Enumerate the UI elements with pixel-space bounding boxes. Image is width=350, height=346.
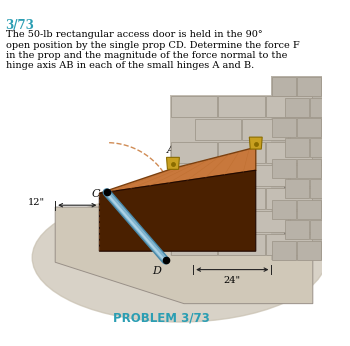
Polygon shape xyxy=(167,157,180,169)
Text: 40": 40" xyxy=(100,233,117,242)
Bar xyxy=(310,98,334,117)
Bar xyxy=(266,234,312,255)
Bar xyxy=(272,241,296,260)
Bar xyxy=(298,200,321,219)
Bar xyxy=(218,142,265,163)
Polygon shape xyxy=(99,170,256,251)
Bar xyxy=(171,142,217,163)
Bar xyxy=(171,95,217,117)
Bar xyxy=(271,76,322,261)
Bar xyxy=(171,188,217,209)
Text: 3/73: 3/73 xyxy=(6,19,34,33)
Polygon shape xyxy=(55,207,313,304)
Text: in the prop and the magnitude of the force normal to the: in the prop and the magnitude of the for… xyxy=(6,51,287,60)
Bar xyxy=(290,210,336,232)
Bar xyxy=(285,138,309,157)
Bar xyxy=(290,165,336,186)
Polygon shape xyxy=(99,147,256,193)
Bar xyxy=(266,142,312,163)
Bar xyxy=(272,200,296,219)
Bar xyxy=(218,234,265,255)
Text: open position by the single prop CD. Determine the force F: open position by the single prop CD. Det… xyxy=(6,40,299,49)
Bar xyxy=(310,220,334,239)
Text: B: B xyxy=(261,128,269,138)
Bar xyxy=(290,119,336,140)
Text: 48": 48" xyxy=(294,195,312,204)
Bar xyxy=(266,95,312,117)
Bar xyxy=(272,118,296,137)
Bar xyxy=(285,220,309,239)
Bar xyxy=(298,159,321,178)
Bar xyxy=(285,98,309,117)
Text: PROBLEM 3/73: PROBLEM 3/73 xyxy=(113,312,209,325)
Text: The 50-lb rectangular access door is held in the 90°: The 50-lb rectangular access door is hel… xyxy=(6,30,262,39)
Text: 24": 24" xyxy=(223,276,240,285)
Bar xyxy=(171,234,217,255)
Text: hinge axis AB in each of the small hinges A and B.: hinge axis AB in each of the small hinge… xyxy=(6,61,254,70)
Bar xyxy=(218,95,265,117)
Bar xyxy=(298,118,321,137)
Bar xyxy=(195,119,241,140)
Bar xyxy=(242,210,288,232)
Bar xyxy=(285,179,309,198)
Bar xyxy=(310,179,334,198)
Polygon shape xyxy=(249,137,262,149)
Bar xyxy=(272,77,296,96)
Bar xyxy=(266,188,312,209)
Text: D: D xyxy=(152,266,161,276)
Bar xyxy=(195,210,241,232)
Bar xyxy=(298,77,321,96)
Bar xyxy=(218,188,265,209)
Text: C: C xyxy=(91,189,100,199)
Bar xyxy=(242,119,288,140)
Bar xyxy=(170,95,313,256)
Bar xyxy=(242,165,288,186)
Bar xyxy=(310,138,334,157)
Text: 12": 12" xyxy=(28,198,46,207)
Bar xyxy=(272,159,296,178)
Text: A: A xyxy=(167,145,175,155)
Ellipse shape xyxy=(32,193,327,322)
Bar xyxy=(195,165,241,186)
Bar xyxy=(298,241,321,260)
